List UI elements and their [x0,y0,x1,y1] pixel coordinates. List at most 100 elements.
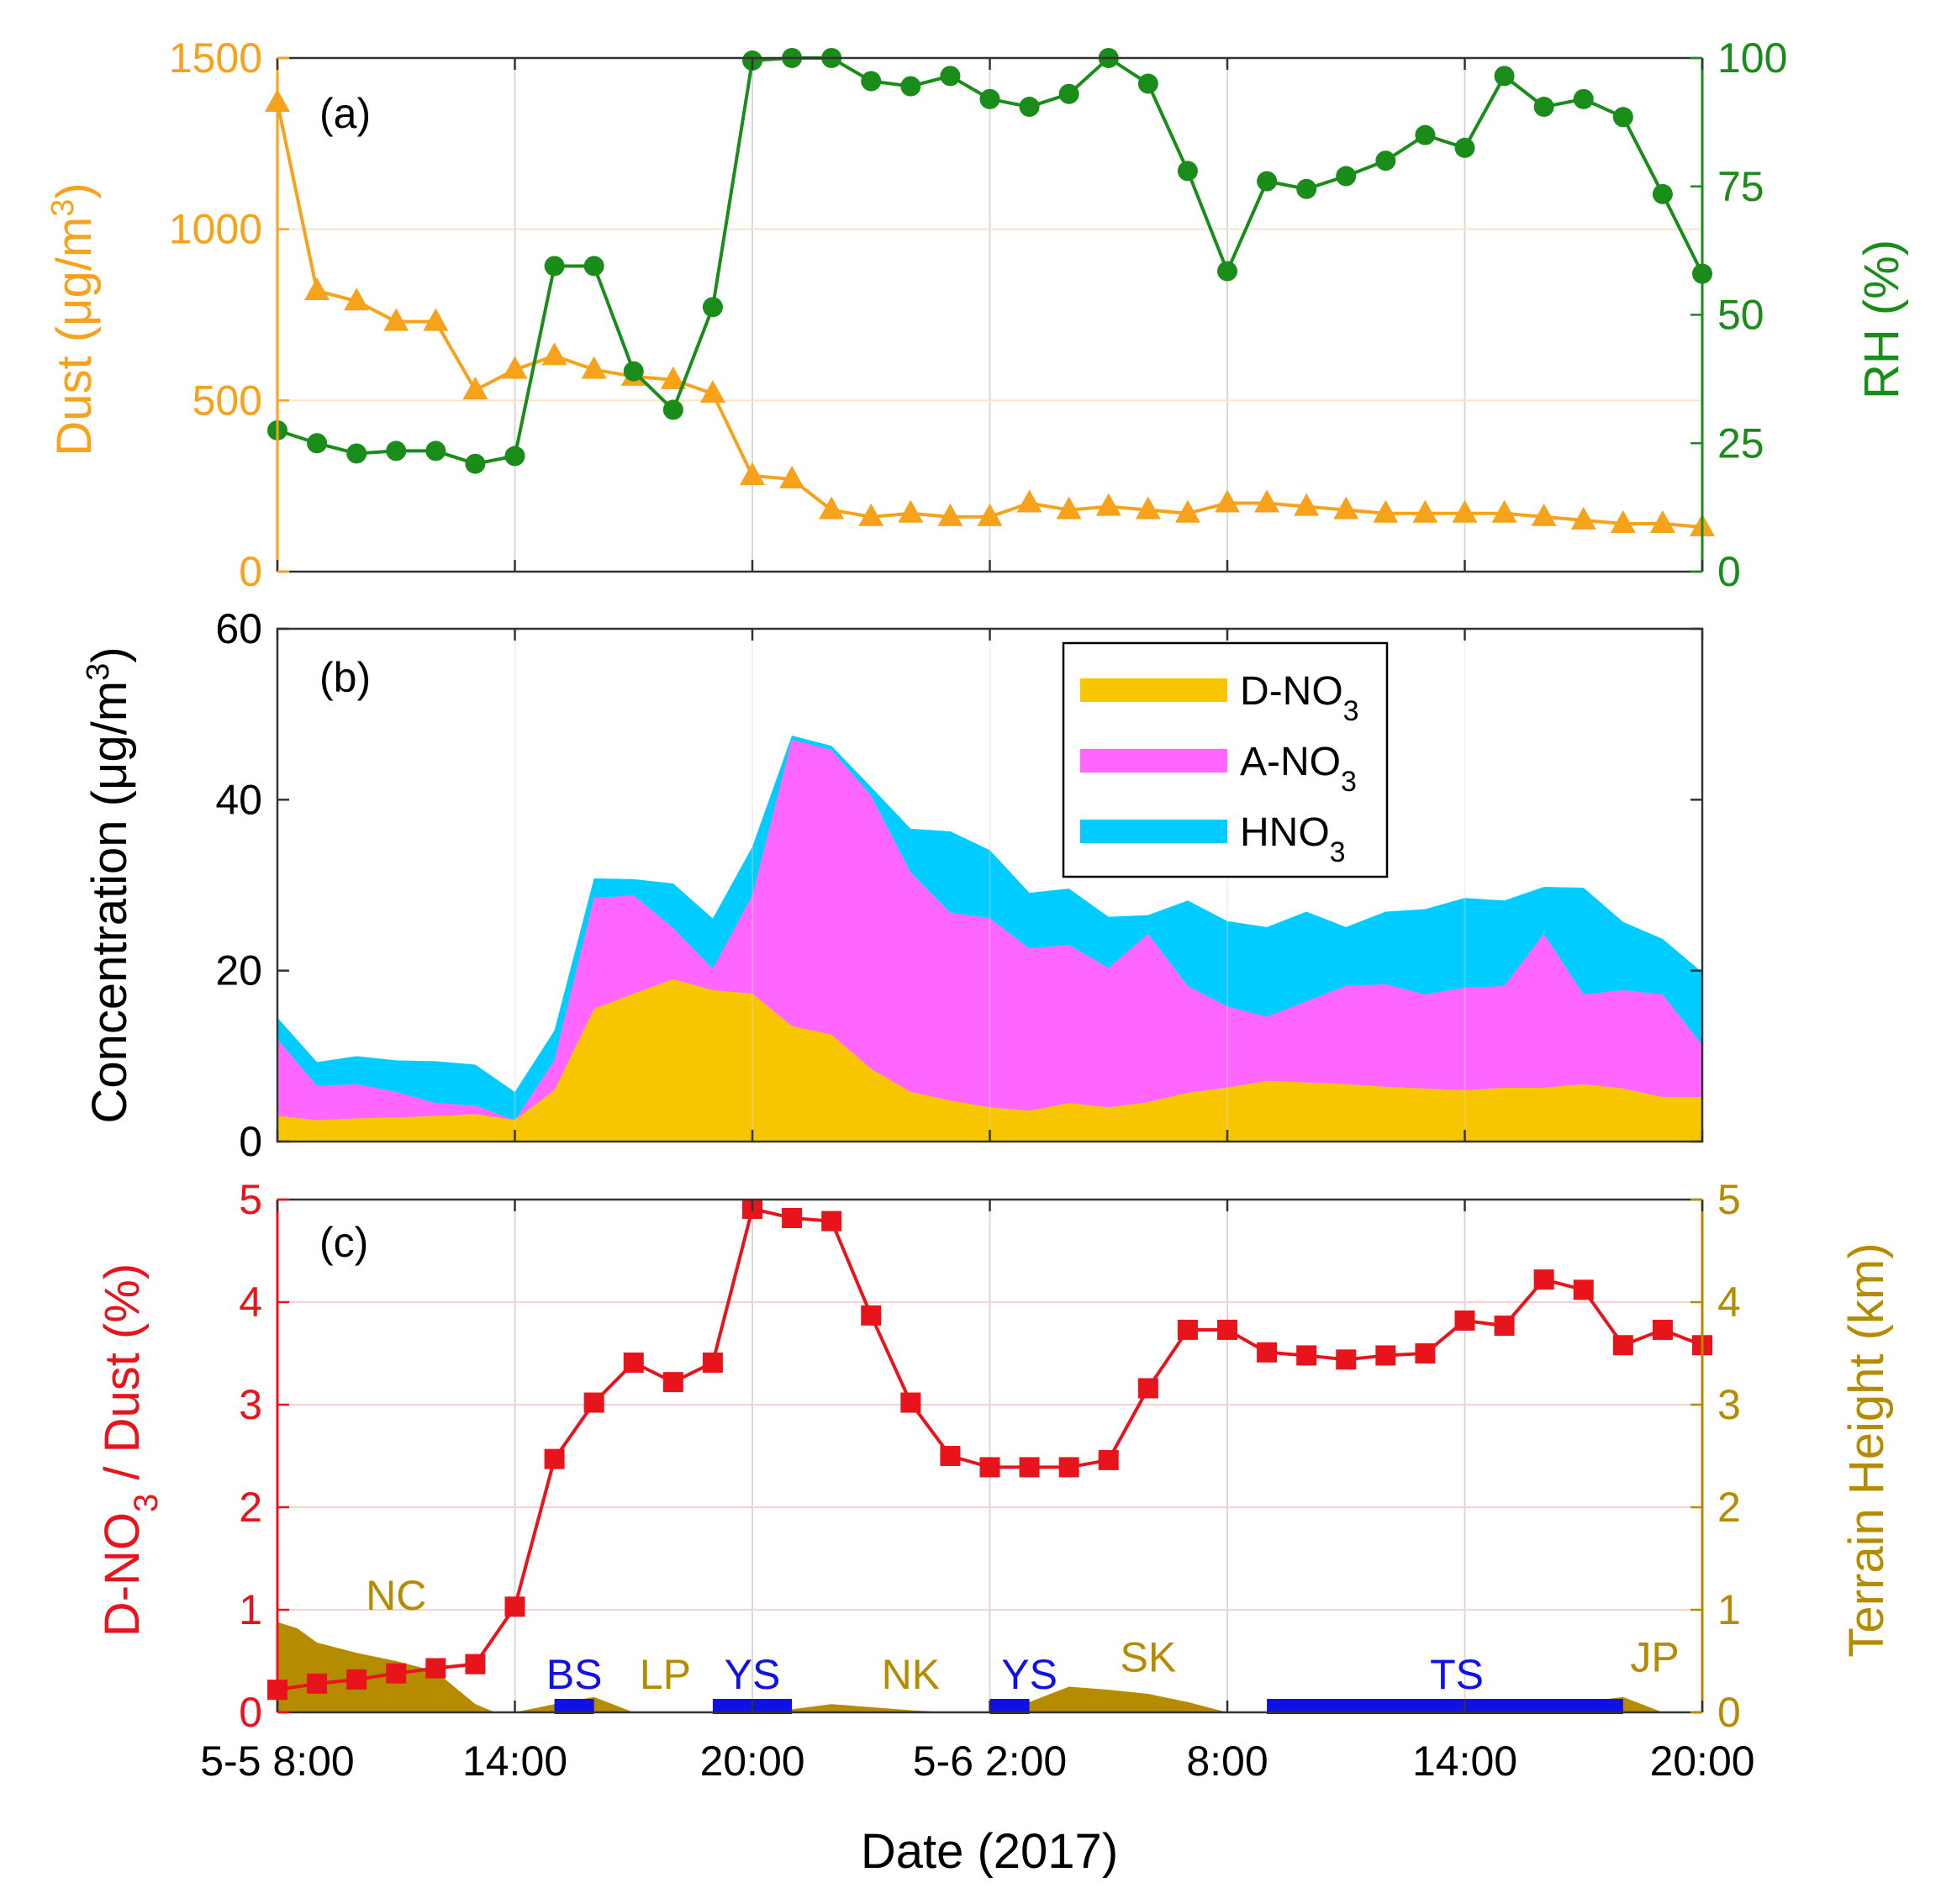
rh-marker [900,76,921,97]
ratio-marker [386,1663,407,1684]
dust-marker [1174,499,1200,523]
panel-c-left-ylabel: D-NO3 / Dust (%) [95,1263,165,1637]
terrain-area [277,1622,1702,1712]
panel-c-ytick-label-left: 3 [239,1381,262,1428]
panel-b-series [277,736,1702,1142]
sea-segment [989,1699,1030,1714]
dust-marker [423,308,449,331]
rh-marker [504,446,525,467]
panel-c-ytick-label-right: 0 [1717,1689,1741,1736]
rh-marker [544,256,565,277]
dust-marker [1649,509,1675,533]
dust-marker [740,461,765,485]
panel-b: 0 20 40 60 (b) Concentration (μg/m3) D-NO3 … [81,605,1704,1165]
rh-marker [346,443,367,464]
dust-marker [977,503,1003,526]
dust-marker [898,499,924,523]
panel-c-ytick-label-left: 5 [239,1176,262,1223]
panel-a-left-ylabel: Dust (μg/m3) [45,182,102,456]
ratio-marker [1573,1279,1594,1300]
ratio-marker [979,1457,1000,1478]
dust-marker [1491,499,1517,523]
dust-marker [1215,489,1240,513]
legend-swatch-d-no3 [1080,678,1227,702]
rh-marker [1415,124,1436,145]
dust-marker [1056,496,1082,520]
rh-marker [1058,83,1079,104]
panel-c-ytick-label-left: 0 [239,1689,262,1736]
panel-a-ytick-label-right: 50 [1717,292,1764,339]
panel-c-ytick-label-right: 1 [1717,1586,1741,1633]
rh-marker [940,66,961,87]
x-tick-label: 14:00 [1412,1738,1517,1785]
rh-marker [1336,166,1357,187]
panel-a-ytick-label-left: 1000 [169,206,262,253]
rh-marker [465,453,486,474]
panel-b-ytick-label: 0 [239,1118,262,1165]
region-label-nk: NK [882,1651,940,1698]
panel-b-axes: 0 20 40 60 [215,605,1704,1165]
dust-marker [462,377,488,400]
rh-marker [1612,107,1633,128]
ratio-marker [583,1392,604,1413]
dust-marker [1333,496,1359,520]
dust-marker [937,503,963,526]
dust-marker [1531,503,1557,526]
dust-marker [344,287,370,311]
ratio-marker [1375,1345,1396,1366]
ratio-marker [1257,1342,1278,1363]
panel-c-ytick-label-right: 2 [1717,1484,1741,1531]
rh-marker [1296,178,1317,199]
ratio-marker [1177,1319,1198,1340]
panel-c-ytick-label-left: 1 [239,1586,262,1633]
rh-marker [623,361,644,382]
area-a-no3 [277,740,1702,1121]
sea-segment [1267,1699,1623,1714]
panel-a-ytick-label-right: 0 [1717,548,1741,595]
panel-c-ytick-label-left: 4 [239,1279,262,1326]
rh-marker [861,71,882,92]
region-label-ys: YS [1001,1651,1058,1698]
panel-a-ytick-label-right: 75 [1717,163,1764,210]
legend-swatch-a-no3 [1080,749,1227,773]
ratio-marker [1058,1457,1079,1478]
ratio-marker [1217,1319,1237,1340]
rh-marker [1217,261,1237,282]
dust-marker [779,466,805,489]
ratio-marker [504,1596,525,1617]
panel-a-ytick-label-right: 25 [1717,419,1764,467]
panel-a-ytick-label-right: 100 [1717,34,1787,82]
panel-c-axes: 5-5 8:00 14:00 20:00 5-6 2:00 8:00 14:00 20:00… [200,1176,1754,1785]
ratio-marker [1494,1316,1515,1337]
dust-marker [581,356,607,379]
dust-marker [383,308,409,331]
panel-b-ylabel: Concentration (μg/m3) [81,646,137,1123]
sea-segment [554,1699,594,1714]
dust-marker [1610,509,1636,533]
panel-b-ytick-label: 20 [215,947,262,994]
ratio-marker [1336,1349,1357,1370]
dust-marker [1452,499,1478,523]
panel-a-ytick-label-left: 0 [239,548,262,595]
rh-marker [1573,88,1594,109]
ratio-marker [1137,1378,1158,1399]
panel-c-terrain [277,1622,1702,1714]
dust-marker [1570,506,1596,530]
rh-marker [1494,66,1515,87]
area-hno3 [277,736,1702,1121]
panel-b-ytick-label: 40 [215,776,262,823]
ratio-marker [623,1352,644,1373]
region-label-nc: NC [366,1572,426,1619]
dust-marker [1095,493,1121,516]
ratio-marker [1296,1345,1317,1366]
region-label-bs: BS [546,1651,603,1698]
dust-marker [1373,499,1399,523]
ratio-marker [782,1207,803,1228]
rh-marker [1375,150,1396,171]
legend-swatch-hno3 [1080,820,1227,843]
ratio-marker [662,1372,683,1393]
dust-marker [502,356,528,379]
panel-b-letter: (b) [319,654,371,701]
dust-marker [1412,499,1438,523]
